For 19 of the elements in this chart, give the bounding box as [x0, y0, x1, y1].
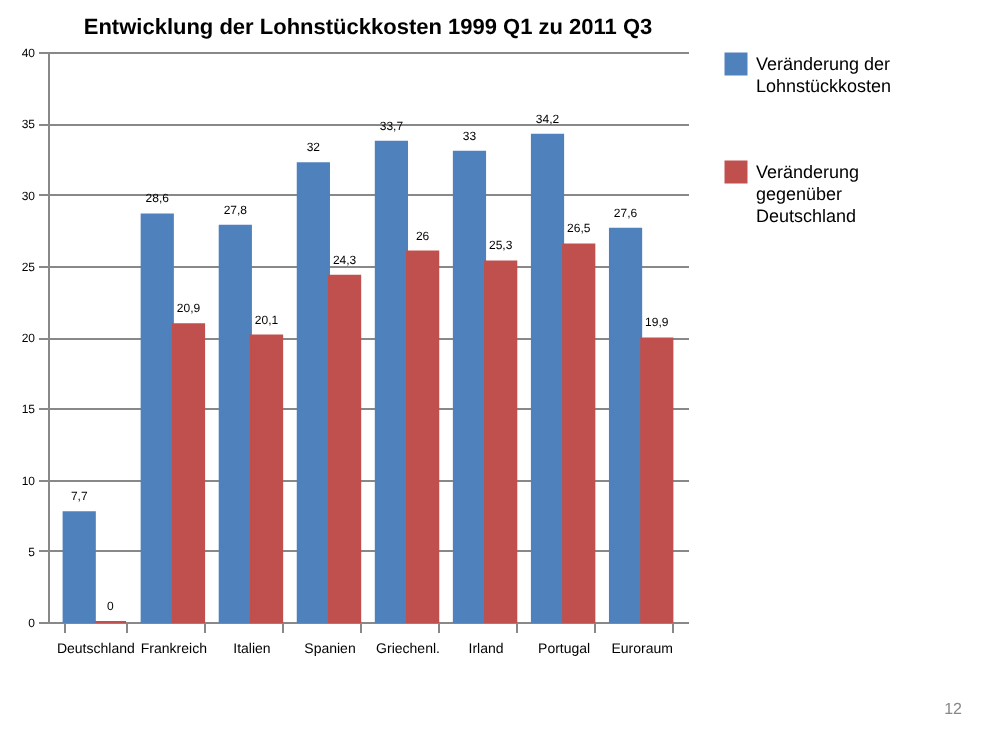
legend-label: Veränderung gegenüber Deutschland — [756, 162, 860, 226]
bar — [530, 133, 565, 623]
bar — [249, 334, 284, 623]
bar — [296, 162, 330, 623]
bar — [374, 140, 409, 623]
text: 12 — [944, 700, 962, 718]
bar — [327, 274, 362, 623]
bar — [608, 227, 643, 623]
bar — [406, 250, 440, 623]
bar — [640, 337, 674, 623]
bar — [171, 323, 206, 623]
bar — [452, 150, 487, 623]
bar — [140, 213, 174, 623]
legend-label: Veränderung der Lohnstückkosten — [756, 54, 892, 96]
chart-title: Entwicklung der Lohnstückkosten 1999 Q1 zu 2011 Q3 — [83, 16, 653, 40]
bar — [562, 243, 596, 623]
bar — [62, 511, 96, 623]
bar — [218, 224, 252, 623]
bar — [484, 260, 518, 623]
